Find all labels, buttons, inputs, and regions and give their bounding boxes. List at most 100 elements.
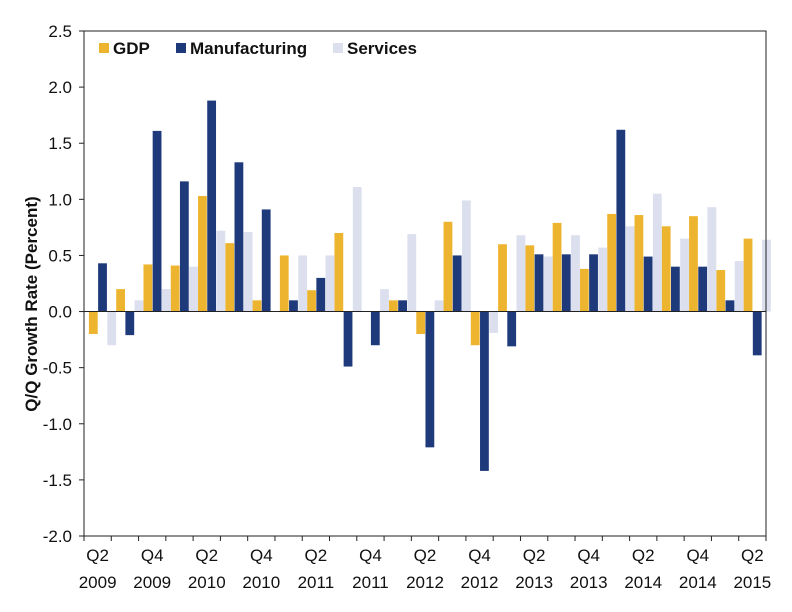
bar-gdp-7	[279, 255, 289, 312]
bar-services-22	[707, 207, 717, 312]
bar-services-2	[161, 289, 171, 312]
bar-services-14	[489, 311, 499, 333]
bar-manufacturing-19	[616, 129, 626, 312]
y-tick-label: 0.5	[48, 246, 72, 265]
x-tick-label-year: 2011	[298, 573, 335, 592]
x-tick-label-quarter: Q2	[86, 546, 109, 565]
bar-manufacturing-20	[643, 256, 653, 312]
bar-gdp-6	[252, 300, 262, 312]
y-tick-label: 2.5	[48, 22, 72, 41]
y-axis-title: Q/Q Growth Rate (Percent)	[22, 196, 41, 411]
bar-manufacturing-1	[125, 311, 135, 336]
bar-services-4	[216, 230, 226, 312]
bar-manufacturing-16	[534, 254, 544, 312]
bar-manufacturing-14	[480, 311, 489, 471]
bar-gdp-22	[689, 216, 698, 312]
bar-gdp-15	[498, 244, 507, 312]
x-tick-label-quarter: Q4	[468, 546, 491, 565]
bar-gdp-18	[579, 268, 589, 312]
bar-gdp-17	[552, 222, 562, 312]
x-tick-label-year: 2014	[624, 573, 662, 592]
x-tick-label-year: 2014	[679, 573, 717, 592]
legend-swatch-services	[333, 43, 343, 53]
bar-manufacturing-17	[561, 254, 571, 312]
bar-manufacturing-4	[207, 100, 217, 312]
y-tick-label: -0.5	[43, 359, 72, 378]
bar-gdp-19	[607, 213, 617, 312]
y-tick-label: -1.0	[43, 415, 72, 434]
legend-label-services: Services	[347, 39, 417, 58]
y-tick-label: 0.0	[48, 303, 72, 322]
bar-manufacturing-15	[507, 311, 517, 347]
bar-gdp-9	[334, 233, 344, 312]
bar-manufacturing-12	[425, 311, 435, 448]
bar-gdp-21	[661, 226, 671, 312]
x-tick-label-quarter: Q4	[250, 546, 273, 565]
legend: GDP Manufacturing Services	[99, 39, 417, 58]
x-tick-label-quarter: Q4	[359, 546, 382, 565]
bar-services-0	[107, 311, 117, 346]
bar-gdp-14	[470, 311, 480, 346]
bar-manufacturing-13	[452, 255, 462, 312]
legend-label-gdp: GDP	[113, 39, 150, 58]
bar-services-7	[298, 255, 308, 312]
bar-manufacturing-21	[670, 266, 680, 312]
bar-gdp-8	[307, 290, 316, 312]
bar-services-5	[243, 231, 253, 312]
bar-gdp-12	[416, 311, 426, 334]
legend-swatch-manufacturing	[176, 43, 186, 53]
bar-manufacturing-22	[698, 266, 708, 312]
bar-gdp-2	[143, 264, 153, 312]
bar-services-17	[571, 235, 580, 312]
bar-gdp-3	[170, 265, 180, 312]
x-axis: Q2 2009 Q4 2009 Q2 2010 Q4 2010 Q2 2011 Q4 2011 Q2 20…	[79, 536, 771, 592]
bar-manufacturing-0	[98, 263, 107, 312]
x-tick-label-quarter: Q2	[741, 546, 764, 565]
bar-services-8	[325, 255, 335, 312]
bar-gdp-4	[198, 195, 207, 312]
x-tick-label-quarter: Q4	[141, 546, 164, 565]
bar-manufacturing-7	[289, 300, 298, 312]
bar-manufacturing-8	[316, 277, 326, 312]
bar-services-11	[407, 234, 417, 312]
bar-manufacturing-18	[589, 254, 598, 312]
legend-label-manufacturing: Manufacturing	[190, 39, 307, 58]
bar-services-9	[352, 186, 362, 312]
bar-gdp-24	[743, 238, 753, 312]
x-tick-label-quarter: Q2	[414, 546, 437, 565]
x-tick-label-quarter: Q2	[523, 546, 546, 565]
bar-services-13	[461, 200, 471, 312]
bar-manufacturing-9	[343, 311, 353, 367]
x-tick-label-year: 2013	[570, 573, 608, 592]
bar-gdp-16	[525, 245, 535, 312]
bar-gdp-20	[634, 215, 644, 312]
bar-services-18	[598, 247, 608, 312]
bar-manufacturing-23	[725, 300, 735, 312]
bar-manufacturing-6	[261, 209, 271, 312]
x-tick-label-quarter: Q4	[686, 546, 709, 565]
x-tick-label-quarter: Q2	[195, 546, 218, 565]
bar-services-16	[543, 256, 553, 312]
bars-layer	[88, 100, 771, 471]
bar-gdp-13	[443, 221, 453, 312]
bar-services-1	[134, 300, 144, 312]
bar-manufacturing-10	[370, 311, 380, 346]
x-tick-label-year: 2012	[406, 573, 444, 592]
bar-services-19	[625, 226, 635, 312]
bar-gdp-5	[225, 243, 235, 312]
y-axis: 2.5 2.0 1.5 1.0 0.5 0.0 -0.5 -1.0 -1.5 -2.0	[43, 22, 84, 546]
bar-services-15	[516, 235, 526, 312]
x-tick-label-year: 2012	[461, 573, 499, 592]
plot-area-frame	[83, 30, 767, 537]
x-tick-label-year: 2009	[133, 573, 171, 592]
x-tick-label-year: 2010	[188, 573, 226, 592]
legend-swatch-gdp	[99, 43, 109, 53]
x-tick-label-year: 2010	[242, 573, 280, 592]
bar-services-20	[652, 193, 662, 312]
y-tick-label: 2.0	[48, 78, 72, 97]
bar-manufacturing-11	[398, 300, 407, 312]
y-tick-label: 1.0	[48, 190, 72, 209]
bar-manufacturing-3	[179, 181, 189, 312]
x-tick-label-quarter: Q4	[577, 546, 600, 565]
